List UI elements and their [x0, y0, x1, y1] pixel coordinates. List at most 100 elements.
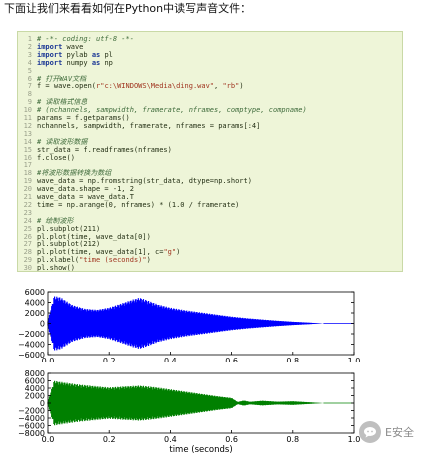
- line-number: 25: [23, 224, 32, 233]
- line-number: 19: [23, 177, 32, 186]
- code-line: 1 # -*- coding: utf-8 -*-: [18, 35, 402, 44]
- x-tick-label: 1.0: [348, 357, 361, 362]
- line-number: 21: [23, 193, 32, 201]
- code-text: f.close(): [37, 154, 75, 163]
- line-number: 15: [23, 145, 32, 154]
- line-number: 6: [27, 74, 32, 83]
- line-number: 17: [23, 161, 32, 170]
- code-token: f.close(): [37, 153, 75, 162]
- y-tick-label: 6000: [25, 377, 45, 386]
- code-line: 27 pl.subplot(212): [18, 240, 402, 249]
- code-block: 1 # -*- coding: utf-8 -*- 2 import wave 3 imp…: [17, 31, 403, 272]
- line-number: 28: [23, 248, 32, 257]
- code-token: pylab: [62, 50, 92, 59]
- waveform-area: [47, 296, 324, 351]
- line-number: 13: [23, 129, 32, 138]
- code-token: "rb": [222, 82, 240, 91]
- code-line: 12 nchannels, sampwidth, framerate, nfram…: [18, 122, 402, 131]
- x-tick-label: 0.0: [42, 357, 55, 362]
- code-token: # 绘制波形: [37, 216, 74, 225]
- code-token: wave_data = np.fromstring(str_data, dtyp…: [37, 177, 252, 186]
- line-number: 8: [27, 90, 32, 99]
- code-token: pl.plot(time, wave_data[1], c=: [37, 248, 164, 257]
- y-tick-label: −4000: [18, 414, 45, 423]
- code-line: 24 # 绘制波形: [18, 217, 402, 226]
- code-line: 11 params = f.getparams(): [18, 114, 402, 123]
- code-line: 22 time = np.arange(0, nframes) * (1.0 / …: [18, 201, 402, 210]
- line-number: 7: [27, 82, 32, 91]
- code-line: 25 pl.subplot(211): [18, 225, 402, 234]
- code-line: 15 str_data = f.readframes(nframes): [18, 146, 402, 155]
- line-number: 5: [27, 66, 32, 75]
- code-text: # -*- coding: utf-8 -*-: [37, 35, 134, 44]
- x-tick-label: 1.0: [348, 435, 361, 444]
- code-line: 29 pl.xlabel("time (seconds)"): [18, 256, 402, 265]
- y-tick-label: −2000: [18, 330, 45, 339]
- code-line: 8: [18, 90, 402, 99]
- code-token: "time (seconds)": [79, 256, 147, 265]
- code-token: "g": [163, 248, 177, 257]
- code-token: pl: [100, 50, 113, 59]
- watermark: E安全: [359, 421, 414, 443]
- y-tick-label: −8000: [18, 429, 45, 438]
- code-token: str_data = f.readframes(nframes): [37, 145, 172, 154]
- code-line: 5: [18, 67, 402, 76]
- code-token: as: [91, 50, 101, 59]
- code-text: params = f.getparams(): [37, 114, 130, 123]
- code-text: pl.subplot(212): [37, 240, 100, 249]
- y-tick-label: −4000: [18, 341, 45, 350]
- line-number: 4: [27, 58, 32, 67]
- code-line: 28 pl.plot(time, wave_data[1], c="g"): [18, 248, 402, 257]
- line-number: 30: [23, 264, 32, 272]
- y-tick-label: 8000: [25, 369, 45, 378]
- code-line: 20 wave_data.shape = -1, 2: [18, 185, 402, 194]
- code-line: 23: [18, 209, 402, 218]
- code-line: 16 f.close(): [18, 154, 402, 163]
- code-token: wave_data.shape = -1, 2: [37, 185, 134, 194]
- code-token: pl.xlabel(: [37, 256, 80, 265]
- code-line: 7 f = wave.open(r"c:\WINDOWS\Media\ding.w…: [18, 82, 402, 91]
- code-line: 3 import pylab as pl: [18, 51, 402, 60]
- code-token: # 读取波形数据: [37, 137, 88, 146]
- code-line: 10 # (nchannels, sampwidth, framerate, nf…: [18, 106, 402, 115]
- y-tick-label: 0: [40, 320, 45, 329]
- x-tick-label: 0.8: [286, 435, 299, 444]
- x-tick-label: 0.8: [286, 357, 299, 362]
- code-token: wave: [62, 42, 84, 51]
- line-number: 12: [23, 121, 32, 130]
- code-token: ): [146, 256, 151, 265]
- line-number: 9: [27, 98, 32, 107]
- line-number: 26: [23, 232, 32, 241]
- line-number: 29: [23, 256, 32, 265]
- code-token: pl.show(): [37, 264, 75, 272]
- code-line: 17: [18, 161, 402, 170]
- code-text: import numpy as np: [37, 59, 113, 68]
- code-token: numpy: [62, 58, 92, 67]
- code-text: # 打开WAV文档: [37, 75, 86, 84]
- code-token: # 打开WAV文档: [37, 74, 87, 83]
- y-tick-label: −6000: [18, 351, 45, 360]
- code-token: pl.plot(time, wave_data[0]): [37, 232, 151, 241]
- line-number: 2: [27, 42, 32, 51]
- code-line: 19 wave_data = np.fromstring(str_data, dt…: [18, 177, 402, 186]
- code-text: # (nchannels, sampwidth, framerate, nfra…: [37, 106, 307, 115]
- code-token: import: [37, 42, 63, 51]
- y-tick-label: 2000: [25, 309, 45, 318]
- code-text: pl.subplot(211): [37, 225, 100, 234]
- line-number: 3: [27, 50, 32, 59]
- code-line: 18 #将波形数据转换为数组: [18, 169, 402, 178]
- code-token: # (nchannels, sampwidth, framerate, nfra…: [37, 106, 307, 115]
- line-number: 11: [23, 114, 32, 122]
- y-tick-label: 6000: [25, 288, 45, 297]
- code-line: 26 pl.plot(time, wave_data[0]): [18, 233, 402, 242]
- code-text: pl.show(): [37, 264, 75, 272]
- code-token: import: [37, 58, 63, 67]
- line-number: 23: [23, 208, 32, 217]
- line-number: 20: [23, 185, 32, 194]
- code-text: wave_data = wave_data.T: [37, 193, 134, 202]
- y-tick-label: 0: [40, 399, 45, 408]
- code-token: # -*- coding: utf-8 -*-: [37, 35, 134, 43]
- code-token: nchannels, sampwidth, framerate, nframes…: [37, 121, 261, 130]
- code-token: r"c:\WINDOWS\Media\ding.wav": [96, 82, 215, 91]
